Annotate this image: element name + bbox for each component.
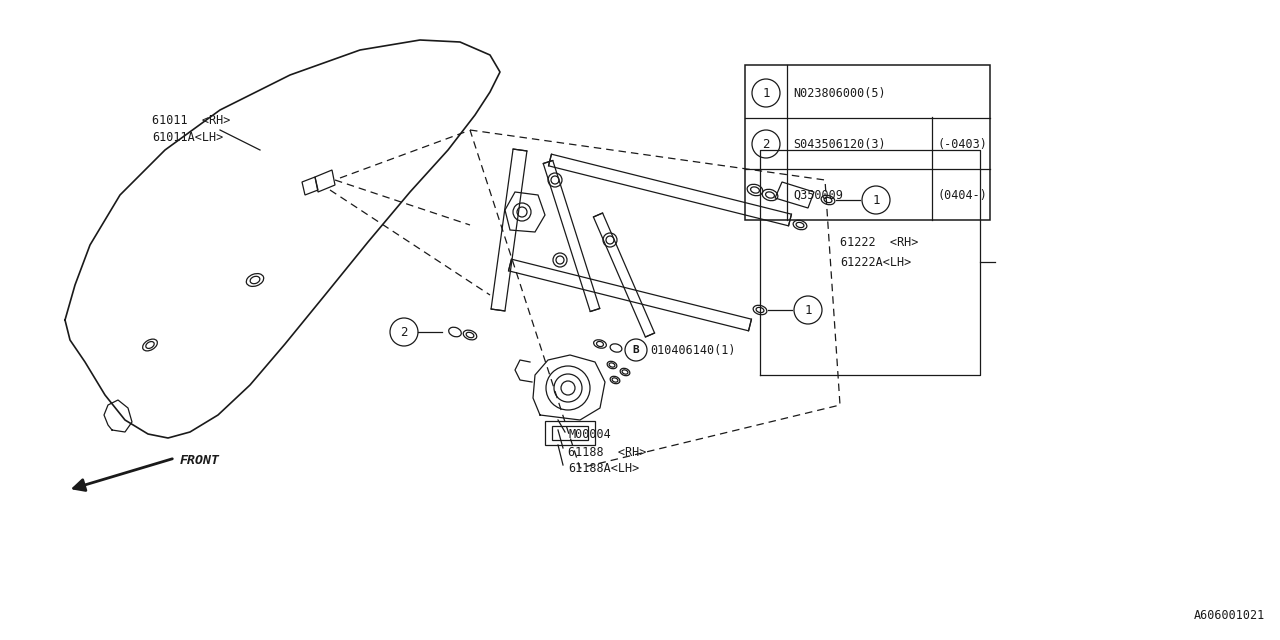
Text: B: B [632, 345, 640, 355]
Text: 61011  <RH>: 61011 <RH> [152, 113, 230, 127]
Text: A606001021: A606001021 [1194, 609, 1265, 622]
Text: Q350009: Q350009 [794, 189, 842, 202]
Text: 2: 2 [401, 326, 408, 339]
Bar [552, 426, 588, 440]
Text: 1: 1 [872, 193, 879, 207]
Text: 61188  <RH>: 61188 <RH> [568, 445, 646, 458]
Text: M00004: M00004 [568, 429, 611, 442]
Text: 2: 2 [763, 138, 769, 150]
Bar [745, 65, 989, 220]
Text: 010406140(1): 010406140(1) [650, 344, 736, 356]
Bar [545, 421, 595, 445]
Text: 1: 1 [763, 86, 769, 99]
Text: 61222  <RH>: 61222 <RH> [840, 236, 918, 248]
Text: 61222A<LH>: 61222A<LH> [840, 255, 911, 269]
Text: N023806000(5): N023806000(5) [794, 86, 886, 99]
Text: (-0403): (-0403) [937, 138, 987, 150]
Text: S043506120(3): S043506120(3) [794, 138, 886, 150]
Text: 1: 1 [804, 303, 812, 317]
Text: FRONT: FRONT [180, 454, 220, 467]
Text: (0404-): (0404-) [937, 189, 987, 202]
Text: 61188A<LH>: 61188A<LH> [568, 461, 639, 474]
Text: 61011A<LH>: 61011A<LH> [152, 131, 223, 143]
